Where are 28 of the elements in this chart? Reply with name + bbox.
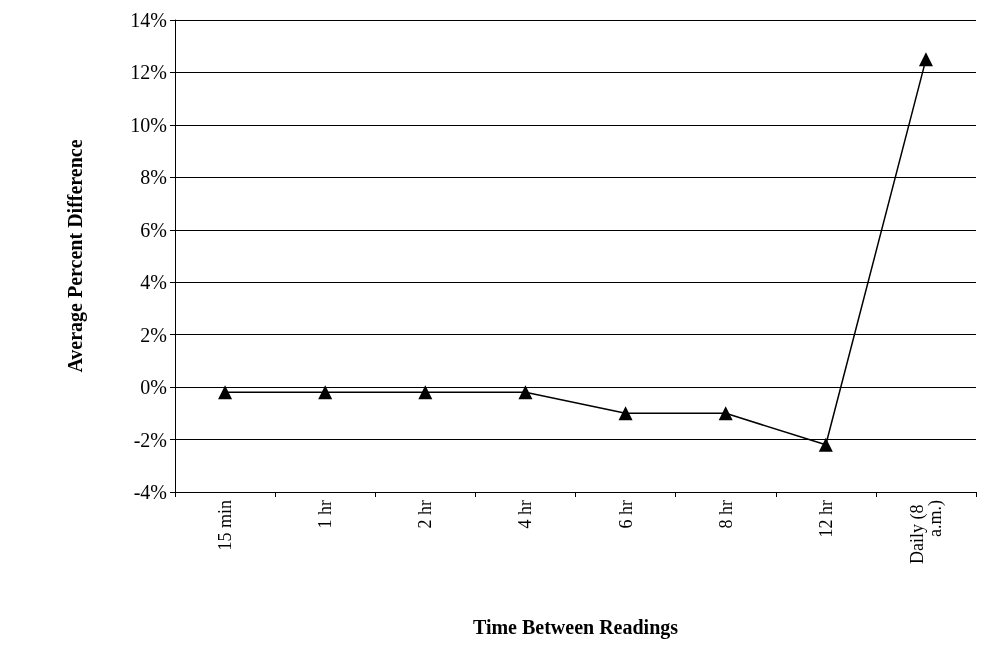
x-tick-label: Daily (8 a.m.) bbox=[906, 499, 946, 564]
y-tick-label: 8% bbox=[140, 166, 167, 189]
point bbox=[918, 52, 933, 67]
y-tick-label: 6% bbox=[140, 218, 167, 241]
point bbox=[418, 385, 433, 400]
y-tick-label: 10% bbox=[130, 113, 167, 136]
y-tick-label: 2% bbox=[140, 323, 167, 346]
x-tick-label: 12 hr bbox=[815, 500, 836, 538]
x-tick-label: 1 hr bbox=[315, 500, 336, 529]
x-tick-label: 8 hr bbox=[715, 500, 736, 529]
y-tick-label: 4% bbox=[140, 271, 167, 294]
y-tick-label: 14% bbox=[130, 9, 167, 31]
x-tick-label: 6 hr bbox=[615, 500, 636, 529]
point bbox=[618, 406, 633, 421]
y-tick-label: 0% bbox=[140, 376, 167, 399]
x-tick-label: 15 min bbox=[215, 500, 236, 551]
point bbox=[518, 385, 533, 400]
y-tick-label: -2% bbox=[133, 428, 167, 451]
x-tick-label: 4 hr bbox=[515, 500, 536, 529]
point bbox=[318, 385, 333, 400]
x-tick-label: 2 hr bbox=[415, 500, 436, 529]
point bbox=[818, 437, 833, 452]
point bbox=[718, 406, 733, 421]
y-tick-label: -4% bbox=[133, 481, 167, 503]
x-axis-title: Time Between Readings bbox=[472, 616, 679, 639]
y-tick-label: 12% bbox=[130, 61, 167, 84]
y-axis-title: Average Percent Difference bbox=[64, 139, 87, 373]
point bbox=[218, 385, 233, 400]
